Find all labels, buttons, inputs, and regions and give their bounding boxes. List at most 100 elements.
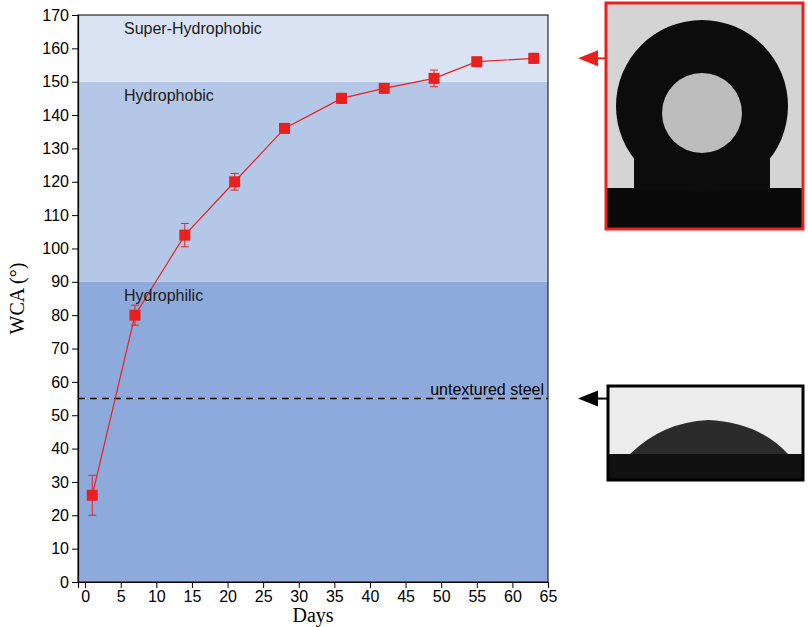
tick-mark bbox=[72, 182, 78, 183]
tick: 60 bbox=[51, 374, 78, 391]
point bbox=[336, 93, 347, 104]
tick: 40 bbox=[51, 440, 78, 457]
band bbox=[78, 15, 548, 82]
tick: 120 bbox=[42, 173, 78, 190]
tick-mark bbox=[72, 82, 78, 83]
tick-mark bbox=[72, 582, 78, 583]
point bbox=[179, 230, 190, 241]
tick-label: 50 bbox=[51, 407, 69, 424]
tick-label: 40 bbox=[51, 440, 69, 457]
inset-frame bbox=[608, 386, 803, 480]
tick-label: 30 bbox=[290, 588, 308, 605]
y-axis-title: WCA (°) bbox=[6, 263, 29, 335]
tick: 5 bbox=[117, 582, 126, 605]
point bbox=[279, 123, 290, 134]
drop bbox=[616, 20, 788, 192]
error-cap bbox=[131, 325, 139, 326]
error-cap bbox=[231, 173, 239, 174]
tick-label: 170 bbox=[42, 7, 69, 24]
tick-label: 10 bbox=[51, 540, 69, 557]
error-cap bbox=[88, 475, 96, 476]
axis-line bbox=[79, 583, 549, 589]
error-cap bbox=[181, 223, 189, 224]
tick-mark bbox=[72, 415, 78, 416]
inset-frame bbox=[606, 3, 803, 229]
reference-line bbox=[78, 398, 548, 400]
tick-mark bbox=[72, 15, 78, 16]
tick-label: 80 bbox=[51, 307, 69, 324]
error-cap bbox=[430, 70, 438, 71]
inset-photo bbox=[608, 386, 803, 480]
point bbox=[129, 310, 140, 321]
tick: 45 bbox=[397, 582, 415, 605]
tick-mark bbox=[72, 48, 78, 49]
tick-label: 25 bbox=[255, 588, 273, 605]
series bbox=[87, 53, 540, 515]
tick-mark bbox=[72, 482, 78, 483]
axis-line bbox=[72, 16, 79, 583]
tick: 0 bbox=[81, 582, 90, 605]
arrow-line bbox=[598, 57, 606, 59]
tick-mark bbox=[72, 349, 78, 350]
tick-label: 50 bbox=[433, 588, 451, 605]
arrow-line bbox=[598, 398, 608, 400]
drop bbox=[630, 420, 788, 454]
band bbox=[78, 282, 548, 582]
tick: 80 bbox=[51, 307, 78, 324]
tick: 0 bbox=[60, 574, 78, 591]
tick: 70 bbox=[51, 340, 78, 357]
tick: 110 bbox=[43, 207, 78, 224]
band-label: Hydrophobic bbox=[124, 87, 214, 104]
tick-label: 110 bbox=[43, 207, 69, 224]
point bbox=[528, 53, 539, 64]
tick-label: 0 bbox=[81, 588, 90, 605]
plot: 0510152025303540455055606501020304050607… bbox=[42, 7, 557, 606]
tick: 160 bbox=[42, 40, 78, 57]
tick: 140 bbox=[42, 107, 78, 124]
tick: 50 bbox=[433, 582, 451, 605]
tick-label: 40 bbox=[362, 588, 380, 605]
tick-mark bbox=[72, 248, 78, 249]
tick-label: 160 bbox=[42, 40, 69, 57]
tick: 50 bbox=[51, 407, 78, 424]
tick-mark bbox=[72, 148, 78, 149]
tick-label: 130 bbox=[42, 140, 69, 157]
tick-mark bbox=[72, 449, 78, 450]
arrow bbox=[578, 50, 606, 66]
tick-label: 90 bbox=[51, 273, 69, 290]
tick-label: 5 bbox=[117, 588, 126, 605]
tick: 90 bbox=[51, 273, 78, 290]
bands bbox=[78, 15, 548, 582]
tick-mark bbox=[72, 115, 78, 116]
tick: 35 bbox=[326, 582, 344, 605]
tick: 40 bbox=[362, 582, 380, 605]
tick-label: 150 bbox=[42, 73, 69, 90]
tick-label: 35 bbox=[326, 588, 344, 605]
inset-base bbox=[606, 188, 803, 229]
tick: 100 bbox=[42, 240, 78, 257]
error-cap bbox=[181, 246, 189, 247]
tick: 10 bbox=[148, 582, 166, 605]
tick: 130 bbox=[42, 140, 78, 157]
tick-mark bbox=[156, 582, 157, 588]
tick-mark bbox=[72, 382, 78, 383]
arrow-head bbox=[578, 391, 598, 407]
tick-mark bbox=[121, 582, 122, 588]
x-axis-title: Days bbox=[292, 604, 333, 627]
tick-label: 45 bbox=[397, 588, 415, 605]
tick: 30 bbox=[51, 474, 78, 491]
tick-label: 10 bbox=[148, 588, 166, 605]
tick-label: 60 bbox=[504, 588, 522, 605]
tick-mark bbox=[192, 582, 193, 588]
drop-neck bbox=[634, 153, 770, 189]
tick-label: 30 bbox=[51, 474, 69, 491]
tick-label: 20 bbox=[51, 507, 69, 524]
point bbox=[471, 56, 482, 67]
band-label: Hydrophilic bbox=[124, 287, 203, 304]
tick-label: 65 bbox=[540, 588, 558, 605]
tick-label: 60 bbox=[51, 374, 69, 391]
tick: 55 bbox=[468, 582, 486, 605]
reference-label: untextured steel bbox=[430, 381, 544, 398]
inset-base bbox=[608, 454, 803, 480]
tick-mark bbox=[72, 515, 78, 516]
